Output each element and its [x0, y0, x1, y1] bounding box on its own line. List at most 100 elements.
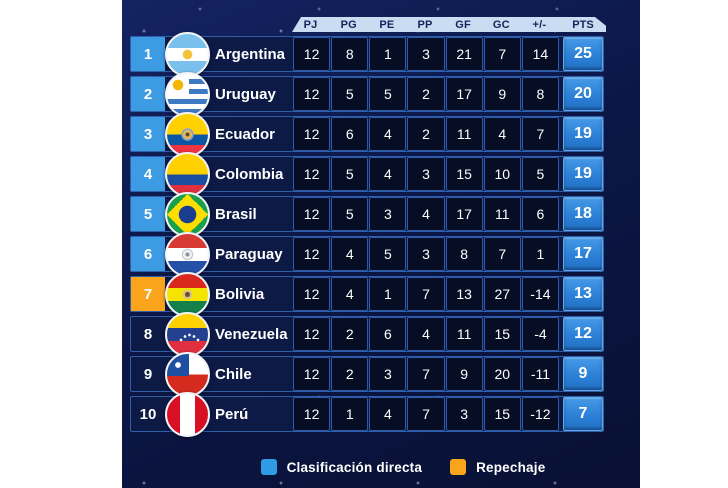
- header-cell: PG: [340, 18, 357, 31]
- legend-label: Repechaje: [476, 459, 546, 475]
- team-name: Chile: [215, 365, 252, 383]
- stat-cell: 3: [407, 157, 445, 191]
- stat-cell: 5: [331, 157, 369, 191]
- table-row: 4 Colombia 12 5 4 3 15 10 5 19: [130, 152, 604, 197]
- stat-cell: 8: [445, 237, 483, 271]
- stat-cell: 20: [483, 357, 521, 391]
- stat-cell: 4: [369, 117, 407, 151]
- stat-cell: 17: [445, 197, 483, 231]
- rank-cell: 6: [131, 237, 165, 271]
- team-name: Bolivia: [215, 285, 265, 303]
- peru-flag-icon: [165, 392, 210, 437]
- team-cell: Chile: [165, 352, 293, 397]
- stat-cell: 11: [445, 117, 483, 151]
- stat-cell: -11: [521, 357, 559, 391]
- standings-table: PJ PG PE PP GF GC +/- PTS 1 Argentina 12 8 1 3 21 7…: [130, 17, 606, 437]
- team-name: Venezuela: [215, 325, 288, 343]
- rank-cell: 7: [131, 277, 165, 311]
- header-stat-columns: PJ PG PE PP GF GC +/-: [292, 19, 558, 31]
- points-cell: 19: [563, 117, 603, 151]
- stat-cell: 12: [293, 397, 331, 431]
- stat-cell: 1: [521, 237, 559, 271]
- table-row: 7 Bolivia 12 4 1 7 13 27 -14 13: [130, 272, 604, 317]
- team-name: Uruguay: [215, 85, 276, 103]
- stat-cell: 4: [369, 397, 407, 431]
- stat-cell: 12: [293, 357, 331, 391]
- team-cell: Venezuela: [165, 312, 293, 357]
- stat-cell: 10: [483, 157, 521, 191]
- stat-cells: 12 4 1 7 13 27 -14: [293, 277, 559, 311]
- stat-cells: 12 1 4 7 3 15 -12: [293, 397, 559, 431]
- points-cell: 12: [563, 317, 603, 351]
- stat-cell: 17: [445, 77, 483, 111]
- stat-cell: 1: [369, 277, 407, 311]
- rank-cell: 2: [131, 77, 165, 111]
- points-cell: 13: [563, 277, 603, 311]
- stat-cell: 3: [407, 37, 445, 71]
- stat-cell: 12: [293, 117, 331, 151]
- stat-cell: 15: [483, 317, 521, 351]
- stat-cell: 15: [483, 397, 521, 431]
- table-row: 8 Venezuela 12 2 6 4 11 15 -4 12: [130, 312, 604, 357]
- legend-label: Clasificación directa: [286, 459, 423, 475]
- team-name: Brasil: [215, 205, 257, 223]
- stat-cells: 12 6 4 2 11 4 7: [293, 117, 559, 151]
- table-row: 1 Argentina 12 8 1 3 21 7 14 25: [130, 32, 604, 77]
- team-name: Ecuador: [215, 125, 276, 143]
- stat-cell: 7: [483, 237, 521, 271]
- header-cell: +/-: [532, 18, 547, 31]
- legend-item: Repechaje: [450, 459, 545, 475]
- rank-cell: 9: [143, 365, 153, 383]
- ecuador-flag-icon: [165, 112, 210, 157]
- stat-cell: 12: [293, 37, 331, 71]
- rank-cell: 8: [143, 325, 153, 343]
- table-rows: 1 Argentina 12 8 1 3 21 7 14 25 2 Uruguay 12 5 5…: [130, 32, 606, 437]
- stat-cell: 11: [445, 317, 483, 351]
- uruguay-flag-icon: [165, 72, 210, 117]
- stat-cell: -4: [521, 317, 559, 351]
- header-cell: PJ: [303, 18, 318, 31]
- chile-flag-icon: [165, 352, 210, 397]
- stat-cell: 14: [521, 37, 559, 71]
- stat-cell: 7: [407, 397, 445, 431]
- stat-cell: 5: [369, 237, 407, 271]
- stat-cell: 12: [293, 317, 331, 351]
- stat-cell: 9: [445, 357, 483, 391]
- rank-cell: 4: [131, 157, 165, 191]
- stat-cell: 5: [369, 77, 407, 111]
- stat-cell: 4: [369, 157, 407, 191]
- rank-cell: 5: [131, 197, 165, 231]
- table-row: 6 Paraguay 12 4 5 3 8 7 1 17: [130, 232, 604, 277]
- stat-cell: 12: [293, 277, 331, 311]
- team-name: Colombia: [215, 165, 284, 183]
- stat-cell: 7: [407, 357, 445, 391]
- legend-swatch-icon: [450, 459, 467, 475]
- points-cell: 19: [563, 157, 603, 191]
- points-cell: 25: [563, 37, 603, 71]
- table-row: 9 Chile 12 2 3 7 9 20 -11 9: [130, 352, 604, 397]
- stat-cell: 3: [369, 197, 407, 231]
- brasil-flag-icon: [165, 192, 210, 237]
- stat-cells: 12 2 3 7 9 20 -11: [293, 357, 559, 391]
- team-name: Argentina: [215, 45, 286, 63]
- stat-cell: 3: [445, 397, 483, 431]
- header-cell: GC: [492, 18, 510, 31]
- colombia-flag-icon: [165, 152, 210, 197]
- stat-cells: 12 2 6 4 11 15 -4: [293, 317, 559, 351]
- stat-cell: -12: [521, 397, 559, 431]
- stat-cell: 4: [483, 117, 521, 151]
- stat-cell: -14: [521, 277, 559, 311]
- venezuela-flag-icon: [165, 312, 210, 357]
- stat-cell: 21: [445, 37, 483, 71]
- stat-cell: 13: [445, 277, 483, 311]
- table-row: 10 Perú 12 1 4 7 3 15 -12 7: [130, 392, 604, 437]
- team-cell: Paraguay: [165, 232, 293, 277]
- team-cell: Bolivia: [165, 272, 293, 317]
- paraguay-flag-icon: [165, 232, 210, 277]
- standings-panel: PJ PG PE PP GF GC +/- PTS 1 Argentina 12 8 1 3 21 7…: [122, 0, 640, 488]
- stat-cell: 1: [331, 397, 369, 431]
- header-pts-column: PTS: [572, 18, 594, 31]
- stat-cell: 2: [407, 77, 445, 111]
- table-header: PJ PG PE PP GF GC +/- PTS: [292, 17, 606, 32]
- stat-cell: 2: [331, 357, 369, 391]
